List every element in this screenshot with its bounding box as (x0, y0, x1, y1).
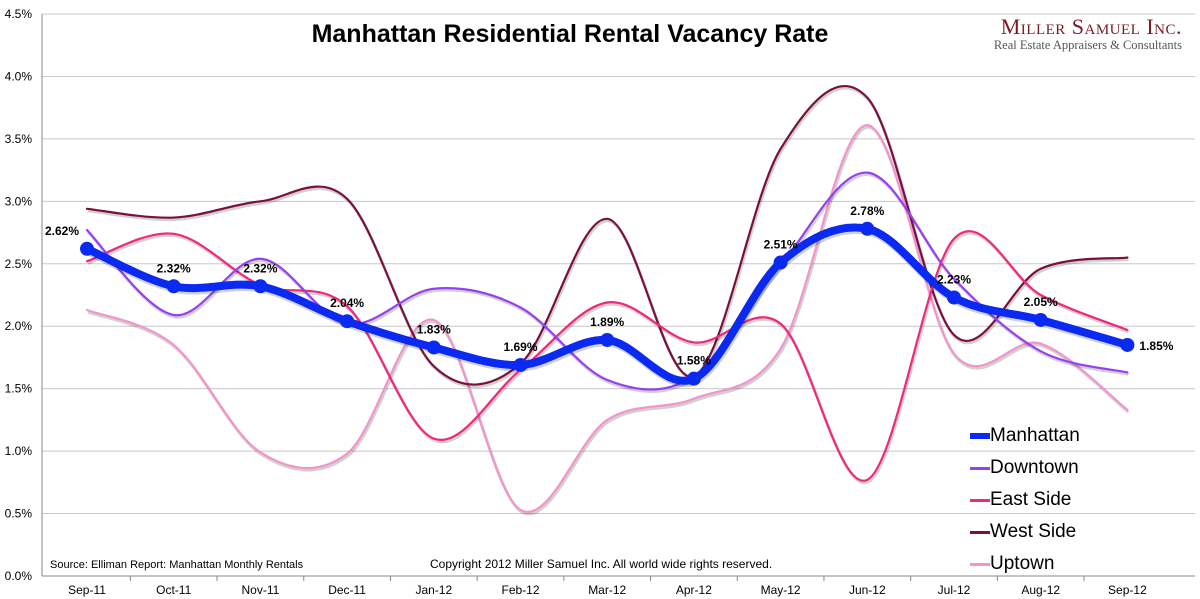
logo: Miller Samuel Inc. Real Estate Appraiser… (994, 14, 1182, 53)
x-tick-label: Jun-12 (849, 583, 886, 597)
legend-item-west-side: West Side (970, 516, 1080, 548)
data-label: 1.85% (1139, 339, 1173, 353)
y-tick-label: 0.0% (5, 569, 33, 583)
x-tick-label: Oct-11 (156, 583, 191, 597)
data-label: 2.51% (764, 238, 798, 252)
data-label: 2.32% (243, 261, 277, 275)
data-label: 1.58% (677, 354, 711, 368)
data-label: 2.05% (1024, 295, 1058, 309)
y-tick-label: 1.0% (5, 444, 33, 458)
y-tick-label: 1.5% (5, 382, 33, 396)
legend-item-east-side: East Side (970, 484, 1080, 516)
legend: Manhattan Downtown East Side West Side U… (970, 420, 1080, 580)
data-point (80, 241, 94, 256)
legend-label: West Side (990, 521, 1077, 542)
copyright-note: Copyright 2012 Miller Samuel Inc. All wo… (430, 557, 773, 571)
data-point (860, 221, 875, 236)
series-line-uptown (85, 124, 1129, 513)
legend-swatch (970, 498, 990, 502)
data-point (1120, 337, 1135, 352)
data-point (166, 279, 181, 294)
x-tick-label: Aug-12 (1021, 583, 1060, 597)
x-tick-label: Apr-12 (676, 583, 712, 597)
legend-item-manhattan: Manhattan (970, 420, 1080, 452)
x-tick-label: Jul-12 (938, 583, 971, 597)
y-tick-label: 2.5% (5, 257, 33, 271)
data-point (686, 371, 701, 386)
data-label: 1.69% (503, 340, 537, 354)
data-point (773, 255, 788, 270)
source-note: Source: Elliman Report: Manhattan Monthl… (50, 559, 304, 571)
x-tick-label: Jan-12 (415, 583, 452, 597)
data-label: 2.32% (157, 261, 191, 275)
data-point (340, 314, 355, 329)
x-tick-label: Dec-11 (328, 583, 366, 597)
legend-item-downtown: Downtown (970, 452, 1080, 484)
logo-tagline: Real Estate Appraisers & Consultants (993, 38, 1182, 52)
data-point (426, 340, 441, 355)
legend-swatch (970, 466, 990, 470)
data-point (513, 357, 528, 372)
series-line-downtown (85, 171, 1129, 391)
y-tick-label: 3.0% (5, 194, 33, 208)
data-label: 2.23% (937, 272, 971, 286)
logo-name: Miller Samuel Inc. (1000, 14, 1182, 39)
y-tick-label: 3.5% (5, 132, 33, 146)
data-point (253, 279, 268, 294)
data-point (1033, 312, 1048, 327)
legend-label: Uptown (990, 553, 1055, 574)
legend-swatch (970, 530, 990, 534)
y-tick-label: 4.0% (5, 69, 33, 83)
series-line-west-side (85, 84, 1129, 386)
data-label: 2.04% (330, 296, 364, 310)
legend-swatch (970, 433, 990, 439)
y-tick-label: 2.0% (5, 319, 33, 333)
y-tick-label: 4.5% (5, 7, 33, 21)
y-tick-label: 0.5% (5, 507, 33, 521)
x-tick-label: Sep-12 (1108, 583, 1147, 597)
x-tick-label: Sep-11 (68, 583, 106, 597)
legend-label: East Side (990, 489, 1072, 510)
x-tick-label: Feb-12 (501, 583, 539, 597)
legend-label: Downtown (990, 457, 1079, 478)
data-label: 2.62% (45, 224, 79, 238)
legend-item-uptown: Uptown (970, 548, 1080, 580)
data-label: 1.89% (590, 315, 624, 329)
legend-swatch (970, 562, 990, 566)
data-label: 2.78% (850, 204, 884, 218)
legend-label: Manhattan (990, 425, 1080, 446)
chart-title: Manhattan Residential Rental Vacancy Rat… (311, 20, 829, 48)
data-point (947, 290, 961, 305)
data-point (600, 332, 615, 347)
x-tick-label: May-12 (761, 583, 801, 597)
x-tick-label: Nov-11 (242, 583, 280, 597)
x-tick-label: Mar-12 (588, 583, 626, 597)
data-label: 1.83% (417, 322, 451, 336)
